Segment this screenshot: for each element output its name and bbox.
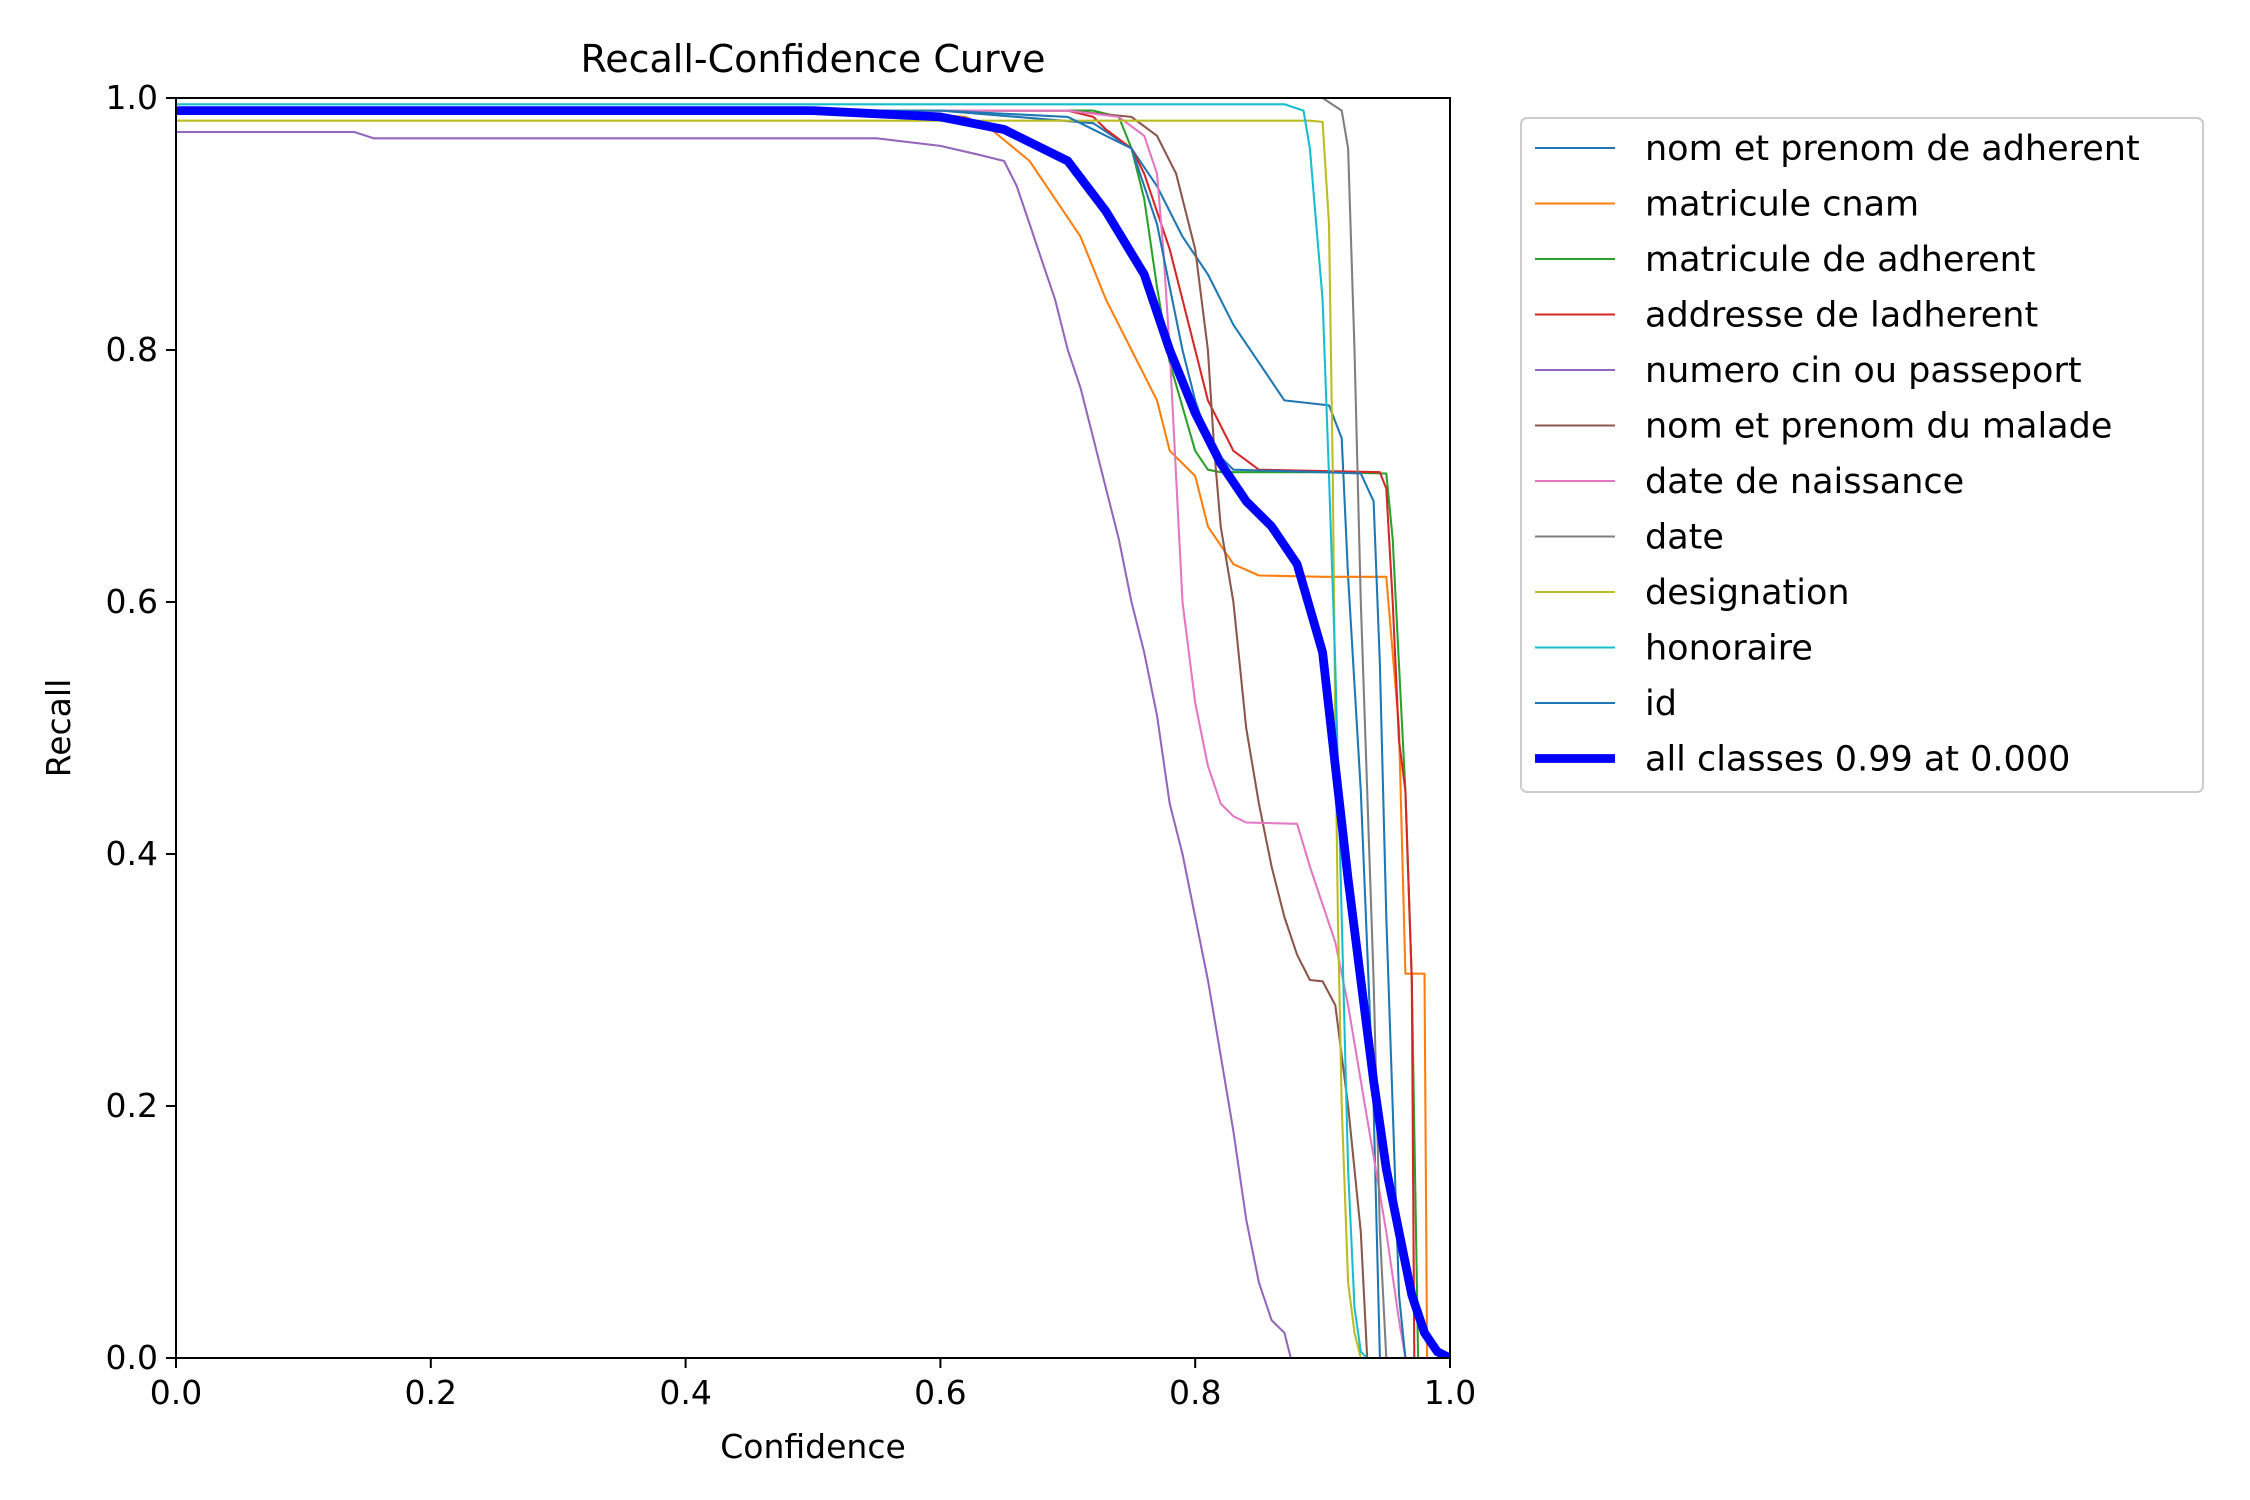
- x-tick-label: 1.0: [1424, 1373, 1476, 1412]
- legend-label: numero cin ou passeport: [1645, 351, 2082, 391]
- x-tick-label: 0.0: [150, 1373, 202, 1412]
- legend-label: matricule de adherent: [1645, 240, 2036, 280]
- legend-label: nom et prenom de adherent: [1645, 129, 2140, 169]
- y-tick-label: 1.0: [106, 78, 158, 117]
- x-tick-label: 0.4: [659, 1373, 711, 1412]
- series-line-12: [176, 106, 1450, 1358]
- series-line-7: [176, 109, 1450, 1358]
- x-tick-label: 0.2: [405, 1373, 457, 1412]
- legend-label: id: [1645, 684, 1677, 724]
- x-tick-label: 0.8: [1169, 1373, 1221, 1412]
- y-axis: 0.0 0.2 0.4 0.6 0.8 1.0: [106, 78, 176, 1377]
- legend-frame: [1520, 117, 2204, 793]
- series-line-2: [176, 109, 1450, 1358]
- legend-label: matricule cnam: [1645, 185, 1919, 225]
- x-axis-label: Confidence: [720, 1427, 906, 1466]
- y-tick-label: 0.8: [106, 330, 158, 369]
- legend-label: all classes 0.99 at 0.000: [1645, 740, 2070, 780]
- series-line-4: [176, 109, 1450, 1358]
- legend-label: nom et prenom du malade: [1645, 407, 2112, 447]
- legend-label: honoraire: [1645, 629, 1813, 669]
- plot-frame: [175, 97, 1451, 1359]
- y-axis-label: Recall: [39, 679, 78, 777]
- series-line-5: [176, 130, 1450, 1358]
- series-layer: [176, 98, 1450, 1358]
- y-tick-label: 0.0: [106, 1338, 158, 1377]
- series-line-8: [176, 98, 1450, 1358]
- y-tick-label: 0.6: [106, 582, 158, 621]
- legend-label: designation: [1645, 573, 1850, 613]
- legend-label: date: [1645, 518, 1724, 558]
- legend-label: addresse de ladherent: [1645, 296, 2038, 336]
- series-line-9: [176, 119, 1450, 1358]
- x-tick-label: 0.6: [914, 1373, 966, 1412]
- y-tick-label: 0.4: [106, 834, 158, 873]
- series-line-10: [176, 103, 1450, 1358]
- legend: nom et prenom de adherent matricule cnam m…: [1520, 117, 2204, 793]
- x-axis: 0.0 0.2 0.4 0.6 0.8 1.0: [150, 1358, 1476, 1412]
- chart-title: Recall-Confidence Curve: [581, 37, 1046, 81]
- y-tick-label: 0.2: [106, 1086, 158, 1125]
- legend-label: date de naissance: [1645, 462, 1964, 502]
